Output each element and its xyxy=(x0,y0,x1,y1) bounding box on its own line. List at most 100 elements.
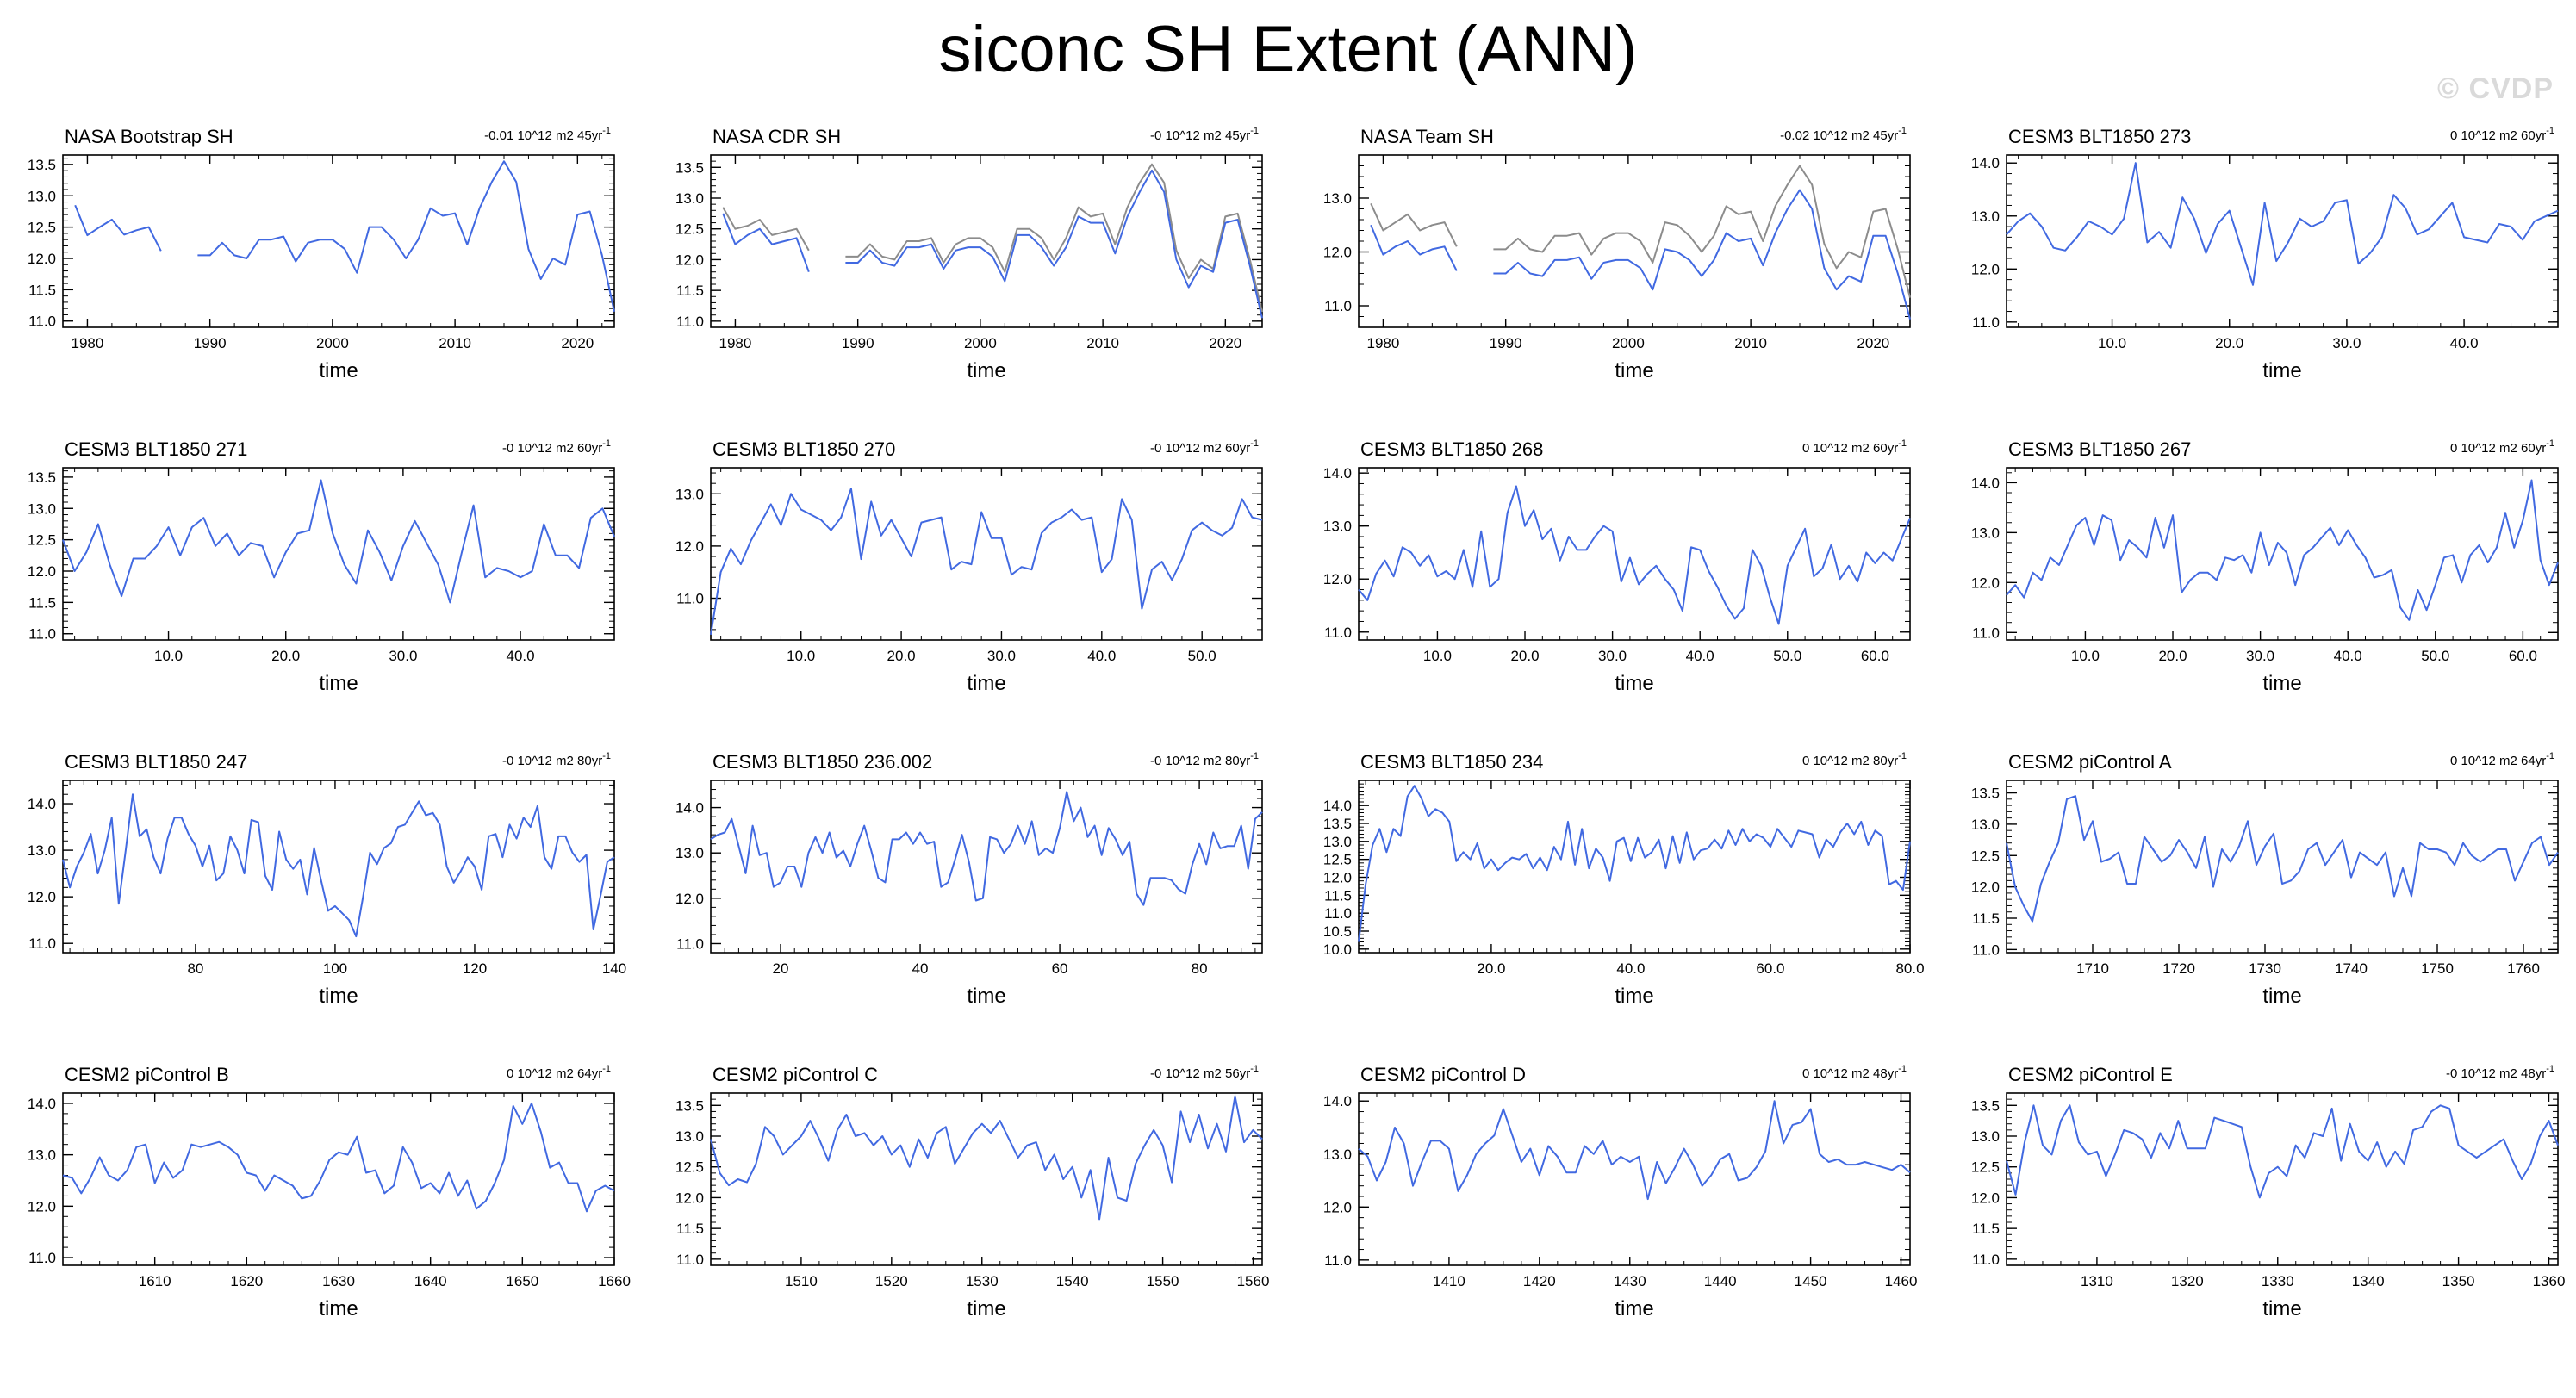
y-tick-label: 12.0 xyxy=(28,889,56,905)
y-tick-label: 12.5 xyxy=(1971,1159,2000,1176)
chart-svg: CESM2 piControl A 0 10^12 m2 64yr-1 1710 17… xyxy=(1971,751,2559,1008)
x-axis-label: time xyxy=(1615,672,1653,695)
y-tick-label: 13.5 xyxy=(1971,1097,2000,1114)
y-tick-label: 13.0 xyxy=(1971,525,2000,541)
x-tick-label: 2020 xyxy=(561,335,594,351)
series-line xyxy=(710,791,1263,906)
x-tick-label: 2010 xyxy=(1734,335,1767,351)
y-tick-label: 10.5 xyxy=(1323,923,1352,940)
series-line xyxy=(74,160,615,313)
x-tick-label: 1430 xyxy=(1614,1273,1646,1289)
x-axis-label: time xyxy=(1615,359,1653,382)
panel-title: CESM2 piControl C xyxy=(712,1064,878,1085)
y-tick-label: 13.0 xyxy=(1323,190,1352,207)
trend-superscript: -1 xyxy=(1898,126,1907,136)
series-line-reference xyxy=(722,163,1263,313)
series-line xyxy=(2006,479,2559,621)
series-line xyxy=(2006,162,2559,286)
y-tick-label: 13.0 xyxy=(28,500,56,517)
y-tick-label: 13.0 xyxy=(28,188,56,204)
y-tick-label: 12.5 xyxy=(675,221,704,238)
x-tick-label: 40.0 xyxy=(1616,960,1645,977)
y-tick-label: 11.0 xyxy=(28,935,56,952)
y-tick-label: 14.0 xyxy=(28,796,56,812)
y-tick-label: 12.0 xyxy=(1323,245,1352,261)
x-tick-label: 60.0 xyxy=(2509,648,2537,664)
y-tick-label: 13.0 xyxy=(1971,208,2000,225)
panel-title: NASA CDR SH xyxy=(712,126,841,147)
y-tick-label: 11.0 xyxy=(1324,1252,1352,1269)
series-line xyxy=(62,1102,615,1213)
x-tick-label: 1320 xyxy=(2171,1273,2204,1289)
panel-title: CESM3 BLT1850 273 xyxy=(2008,126,2191,147)
plot-frame xyxy=(2006,780,2559,954)
panel-title: CESM3 BLT1850 247 xyxy=(65,751,247,773)
y-tick-label: 13.5 xyxy=(28,157,56,173)
x-tick-label: 1650 xyxy=(506,1273,538,1289)
x-tick-label: 1720 xyxy=(2162,960,2195,977)
x-tick-label: 1360 xyxy=(2533,1273,2566,1289)
series-line xyxy=(62,479,615,604)
y-tick-label: 12.0 xyxy=(675,1190,704,1206)
panel-title: CESM3 BLT1850 271 xyxy=(65,438,247,460)
y-tick-label: 11.0 xyxy=(676,591,704,607)
x-axis-label: time xyxy=(2262,985,2301,1008)
x-tick-label: 1710 xyxy=(2076,960,2109,977)
x-tick-label: 1420 xyxy=(1523,1273,1556,1289)
x-tick-label: 1350 xyxy=(2442,1273,2475,1289)
x-tick-label: 1440 xyxy=(1704,1273,1737,1289)
chart-svg: CESM2 piControl E -0 10^12 m2 48yr-1 1310 1… xyxy=(1971,1064,2566,1320)
y-tick-label: 11.5 xyxy=(676,1221,704,1237)
y-tick-label: 12.5 xyxy=(1323,852,1352,868)
x-tick-label: 1990 xyxy=(1490,335,1522,351)
chart-svg: CESM3 BLT1850 270 -0 10^12 m2 60yr-1 10.0 2… xyxy=(675,438,1263,695)
trend-superscript: -1 xyxy=(1250,751,1259,761)
panel-trend-label: 0 10^12 m2 64yr-1 xyxy=(2450,751,2554,768)
y-tick-label: 11.5 xyxy=(1324,887,1352,904)
panel-title: CESM3 BLT1850 267 xyxy=(2008,438,2191,460)
x-tick-label: 80.0 xyxy=(1895,960,1924,977)
panel-trend-label: -0 10^12 m2 80yr-1 xyxy=(1150,751,1259,768)
panel-title: CESM2 piControl B xyxy=(65,1064,229,1085)
y-tick-label: 11.5 xyxy=(28,282,56,298)
plot-frame xyxy=(2006,154,2559,328)
y-tick-label: 13.0 xyxy=(675,1128,704,1145)
chart-svg: CESM2 piControl B 0 10^12 m2 64yr-1 1610 16… xyxy=(28,1064,631,1320)
x-tick-label: 50.0 xyxy=(1773,648,1801,664)
x-axis-label: time xyxy=(967,359,1005,382)
x-tick-label: 40.0 xyxy=(507,648,535,664)
y-tick-label: 12.0 xyxy=(1323,1199,1352,1215)
x-tick-label: 10.0 xyxy=(2071,648,2100,664)
chart-svg: CESM2 piControl C -0 10^12 m2 56yr-1 1510 1… xyxy=(675,1064,1270,1320)
x-tick-label: 40.0 xyxy=(2450,335,2479,351)
x-tick-label: 1990 xyxy=(842,335,874,351)
x-tick-label: 80 xyxy=(1192,960,1208,977)
x-tick-label: 10.0 xyxy=(1423,648,1452,664)
y-tick-label: 11.0 xyxy=(1324,905,1352,922)
series-line xyxy=(1370,189,1911,320)
y-tick-label: 12.5 xyxy=(28,532,56,549)
y-tick-label: 12.0 xyxy=(28,563,56,580)
chart-svg: CESM3 BLT1850 273 0 10^12 m2 60yr-1 10.0 20… xyxy=(1971,126,2559,382)
watermark: © CVDP xyxy=(2437,72,2554,105)
chart-svg: CESM3 BLT1850 247 -0 10^12 m2 80yr-1 80 100… xyxy=(28,751,626,1008)
x-tick-label: 10.0 xyxy=(2098,335,2126,351)
y-tick-label: 12.0 xyxy=(1971,879,2000,896)
plot-frame xyxy=(1358,1092,1911,1266)
x-tick-label: 2010 xyxy=(439,335,471,351)
x-tick-label: 20.0 xyxy=(1510,648,1539,664)
x-tick-label: 20.0 xyxy=(2158,648,2187,664)
y-tick-label: 13.0 xyxy=(675,845,704,861)
panel-trend-label: 0 10^12 m2 60yr-1 xyxy=(2450,126,2554,143)
page-title: siconc SH Extent (ANN) xyxy=(938,13,1638,86)
y-tick-label: 13.0 xyxy=(1971,817,2000,833)
y-tick-label: 10.0 xyxy=(1323,941,1352,958)
x-tick-label: 1980 xyxy=(1367,335,1400,351)
x-axis-label: time xyxy=(319,1297,358,1320)
y-tick-label: 12.0 xyxy=(675,538,704,555)
plot-frame xyxy=(2006,1092,2559,1266)
y-tick-label: 13.0 xyxy=(28,842,56,859)
chart-svg: CESM3 BLT1850 268 0 10^12 m2 60yr-1 10.0 20… xyxy=(1323,438,1911,695)
chart-svg: CESM2 piControl D 0 10^12 m2 48yr-1 1410 14… xyxy=(1323,1064,1918,1320)
y-tick-label: 14.0 xyxy=(675,800,704,817)
